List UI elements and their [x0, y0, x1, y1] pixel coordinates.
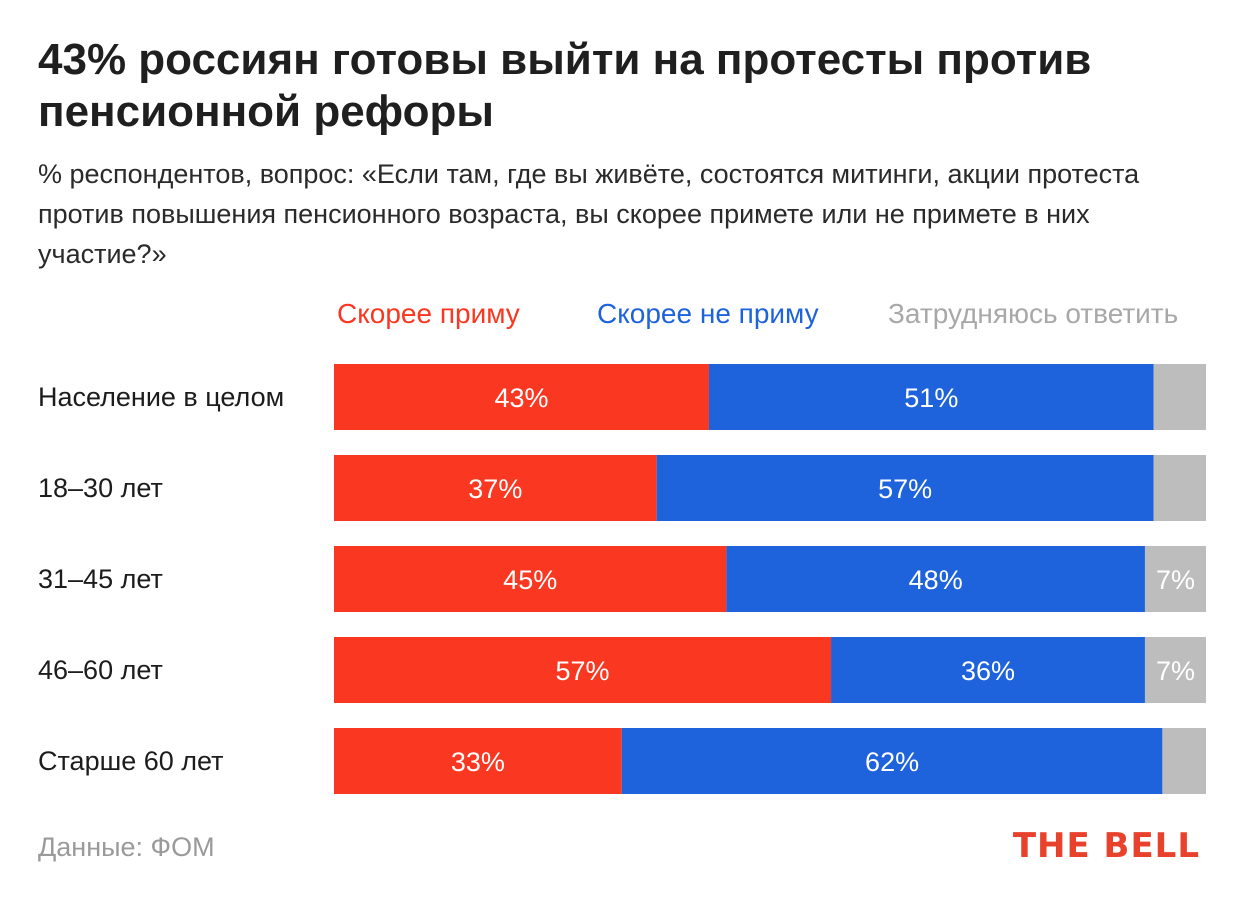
bar-segment — [726, 546, 1145, 612]
bar-segment — [334, 546, 727, 612]
bar-segment — [1162, 728, 1206, 794]
bar-value-label: 37% — [468, 474, 522, 504]
legend-accept: Скорее приму — [337, 298, 520, 329]
category-label: 31–45 лет — [38, 564, 163, 594]
bar-value-label: 51% — [904, 383, 958, 413]
bar-segment — [1153, 364, 1206, 430]
brand-logo: THE BELL — [1012, 826, 1200, 866]
bar-segment — [621, 728, 1163, 794]
category-label: Население в целом — [38, 382, 284, 412]
data-source: Данные: ФОМ — [38, 832, 215, 862]
legend-unsure: Затрудняюсь ответить — [888, 298, 1179, 329]
bar-segment — [334, 728, 622, 794]
bar-segment — [1144, 637, 1206, 703]
category-label: 18–30 лет — [38, 473, 163, 503]
bar-segment — [656, 455, 1154, 521]
bar-segment — [334, 364, 709, 430]
bar-value-label: 43% — [494, 383, 548, 413]
bar-value-label: 62% — [865, 747, 919, 777]
bar-segment — [334, 637, 832, 703]
bar-segment — [1153, 455, 1206, 521]
chart-subtitle: % респондентов, вопрос: «Если там, где в… — [38, 159, 1140, 269]
chart-title: 43% россиян готовы выйти на протесты про… — [38, 35, 1092, 136]
category-label: Старше 60 лет — [38, 746, 224, 776]
legend-decline: Скорее не приму — [597, 298, 819, 329]
bar-segment — [334, 455, 657, 521]
bar-value-label: 57% — [878, 474, 932, 504]
bar-value-label: 57% — [555, 656, 609, 686]
category-label: 46–60 лет — [38, 655, 163, 685]
bar-value-label: 33% — [451, 747, 505, 777]
bar-value-label: 48% — [909, 565, 963, 595]
bar-value-label: 36% — [961, 656, 1015, 686]
stacked-bar-chart: Население в целом 43% 51% 18–30 лет 37% 57% 31… — [38, 364, 1206, 794]
bar-segment — [1144, 546, 1206, 612]
bar-segment — [831, 637, 1145, 703]
bar-value-label: 45% — [503, 565, 557, 595]
bar-segment — [708, 364, 1154, 430]
bar-value-label: 7% — [1156, 565, 1195, 595]
bar-value-label: 7% — [1156, 656, 1195, 686]
